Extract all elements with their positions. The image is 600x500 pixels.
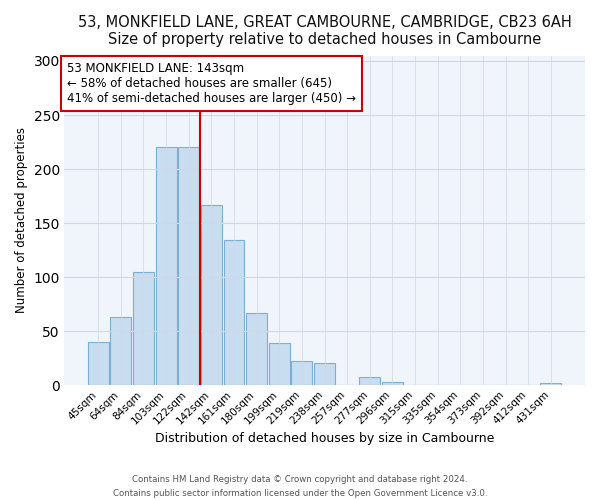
Bar xyxy=(359,377,380,386)
Bar xyxy=(110,318,131,386)
Bar xyxy=(201,205,222,386)
Text: Contains HM Land Registry data © Crown copyright and database right 2024.
Contai: Contains HM Land Registry data © Crown c… xyxy=(113,476,487,498)
Bar xyxy=(541,384,562,386)
Bar xyxy=(382,382,403,386)
Bar xyxy=(292,360,313,386)
Bar xyxy=(88,342,109,386)
X-axis label: Distribution of detached houses by size in Cambourne: Distribution of detached houses by size … xyxy=(155,432,494,445)
Bar xyxy=(224,240,244,386)
Bar xyxy=(269,343,290,386)
Bar xyxy=(178,148,199,386)
Bar xyxy=(246,313,267,386)
Text: 53 MONKFIELD LANE: 143sqm
← 58% of detached houses are smaller (645)
41% of semi: 53 MONKFIELD LANE: 143sqm ← 58% of detac… xyxy=(67,62,356,105)
Bar xyxy=(155,148,176,386)
Title: 53, MONKFIELD LANE, GREAT CAMBOURNE, CAMBRIDGE, CB23 6AH
Size of property relati: 53, MONKFIELD LANE, GREAT CAMBOURNE, CAM… xyxy=(77,15,571,48)
Bar xyxy=(314,362,335,386)
Bar xyxy=(133,272,154,386)
Y-axis label: Number of detached properties: Number of detached properties xyxy=(15,128,28,314)
